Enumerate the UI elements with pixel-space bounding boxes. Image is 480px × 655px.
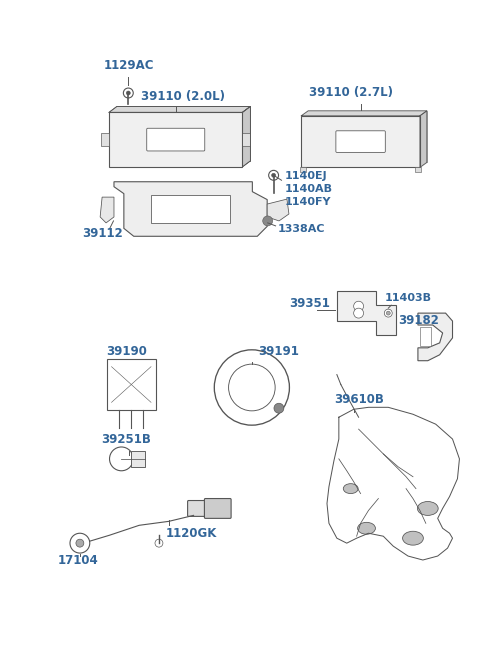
Text: 1140AB: 1140AB xyxy=(285,184,333,194)
Circle shape xyxy=(263,216,273,226)
Text: 1338AC: 1338AC xyxy=(277,224,325,234)
Text: 39182: 39182 xyxy=(398,314,439,327)
Bar xyxy=(107,359,156,410)
Text: 1120GK: 1120GK xyxy=(166,527,217,540)
Polygon shape xyxy=(114,181,267,236)
Polygon shape xyxy=(420,327,431,346)
Circle shape xyxy=(76,539,84,547)
Ellipse shape xyxy=(358,522,375,534)
Bar xyxy=(301,116,420,168)
Circle shape xyxy=(354,308,363,318)
FancyBboxPatch shape xyxy=(204,498,231,518)
Text: 1140EJ: 1140EJ xyxy=(285,172,327,181)
FancyBboxPatch shape xyxy=(109,113,242,167)
Circle shape xyxy=(386,311,390,315)
Circle shape xyxy=(354,301,363,311)
Polygon shape xyxy=(337,291,396,335)
Circle shape xyxy=(155,539,163,547)
Polygon shape xyxy=(101,133,109,147)
Text: 39190: 39190 xyxy=(107,345,147,358)
FancyBboxPatch shape xyxy=(147,128,205,151)
Text: 39112: 39112 xyxy=(82,227,122,240)
Bar xyxy=(151,195,230,223)
Text: 11403B: 11403B xyxy=(384,293,432,303)
Polygon shape xyxy=(418,313,453,361)
Text: 17104: 17104 xyxy=(58,553,99,567)
Circle shape xyxy=(70,533,90,553)
Text: 39251B: 39251B xyxy=(102,432,152,445)
FancyBboxPatch shape xyxy=(188,500,211,516)
Circle shape xyxy=(384,309,392,317)
Polygon shape xyxy=(420,111,427,168)
FancyBboxPatch shape xyxy=(117,106,251,161)
Ellipse shape xyxy=(418,502,438,515)
Text: 1129AC: 1129AC xyxy=(104,59,154,72)
Ellipse shape xyxy=(403,531,423,545)
Circle shape xyxy=(123,88,133,98)
Bar xyxy=(300,168,306,172)
Bar xyxy=(308,111,427,162)
Text: 39610B: 39610B xyxy=(334,393,384,406)
Text: 1140FY: 1140FY xyxy=(285,197,331,207)
Polygon shape xyxy=(301,111,427,116)
Text: 39110 (2.7L): 39110 (2.7L) xyxy=(309,86,393,98)
Polygon shape xyxy=(267,199,289,221)
Circle shape xyxy=(269,170,278,180)
Text: 39191: 39191 xyxy=(258,345,299,358)
Polygon shape xyxy=(242,106,251,167)
Text: 39351: 39351 xyxy=(289,297,330,310)
FancyBboxPatch shape xyxy=(336,131,385,153)
Text: 39110 (2.0L): 39110 (2.0L) xyxy=(141,90,225,103)
Circle shape xyxy=(228,364,275,411)
Polygon shape xyxy=(109,106,251,113)
Circle shape xyxy=(274,403,284,413)
Ellipse shape xyxy=(343,483,358,494)
Circle shape xyxy=(126,91,130,95)
Bar xyxy=(415,168,421,172)
Circle shape xyxy=(272,174,276,178)
Polygon shape xyxy=(242,133,251,147)
Circle shape xyxy=(214,350,289,425)
Bar xyxy=(131,451,145,467)
Circle shape xyxy=(109,447,133,471)
Polygon shape xyxy=(100,197,114,223)
